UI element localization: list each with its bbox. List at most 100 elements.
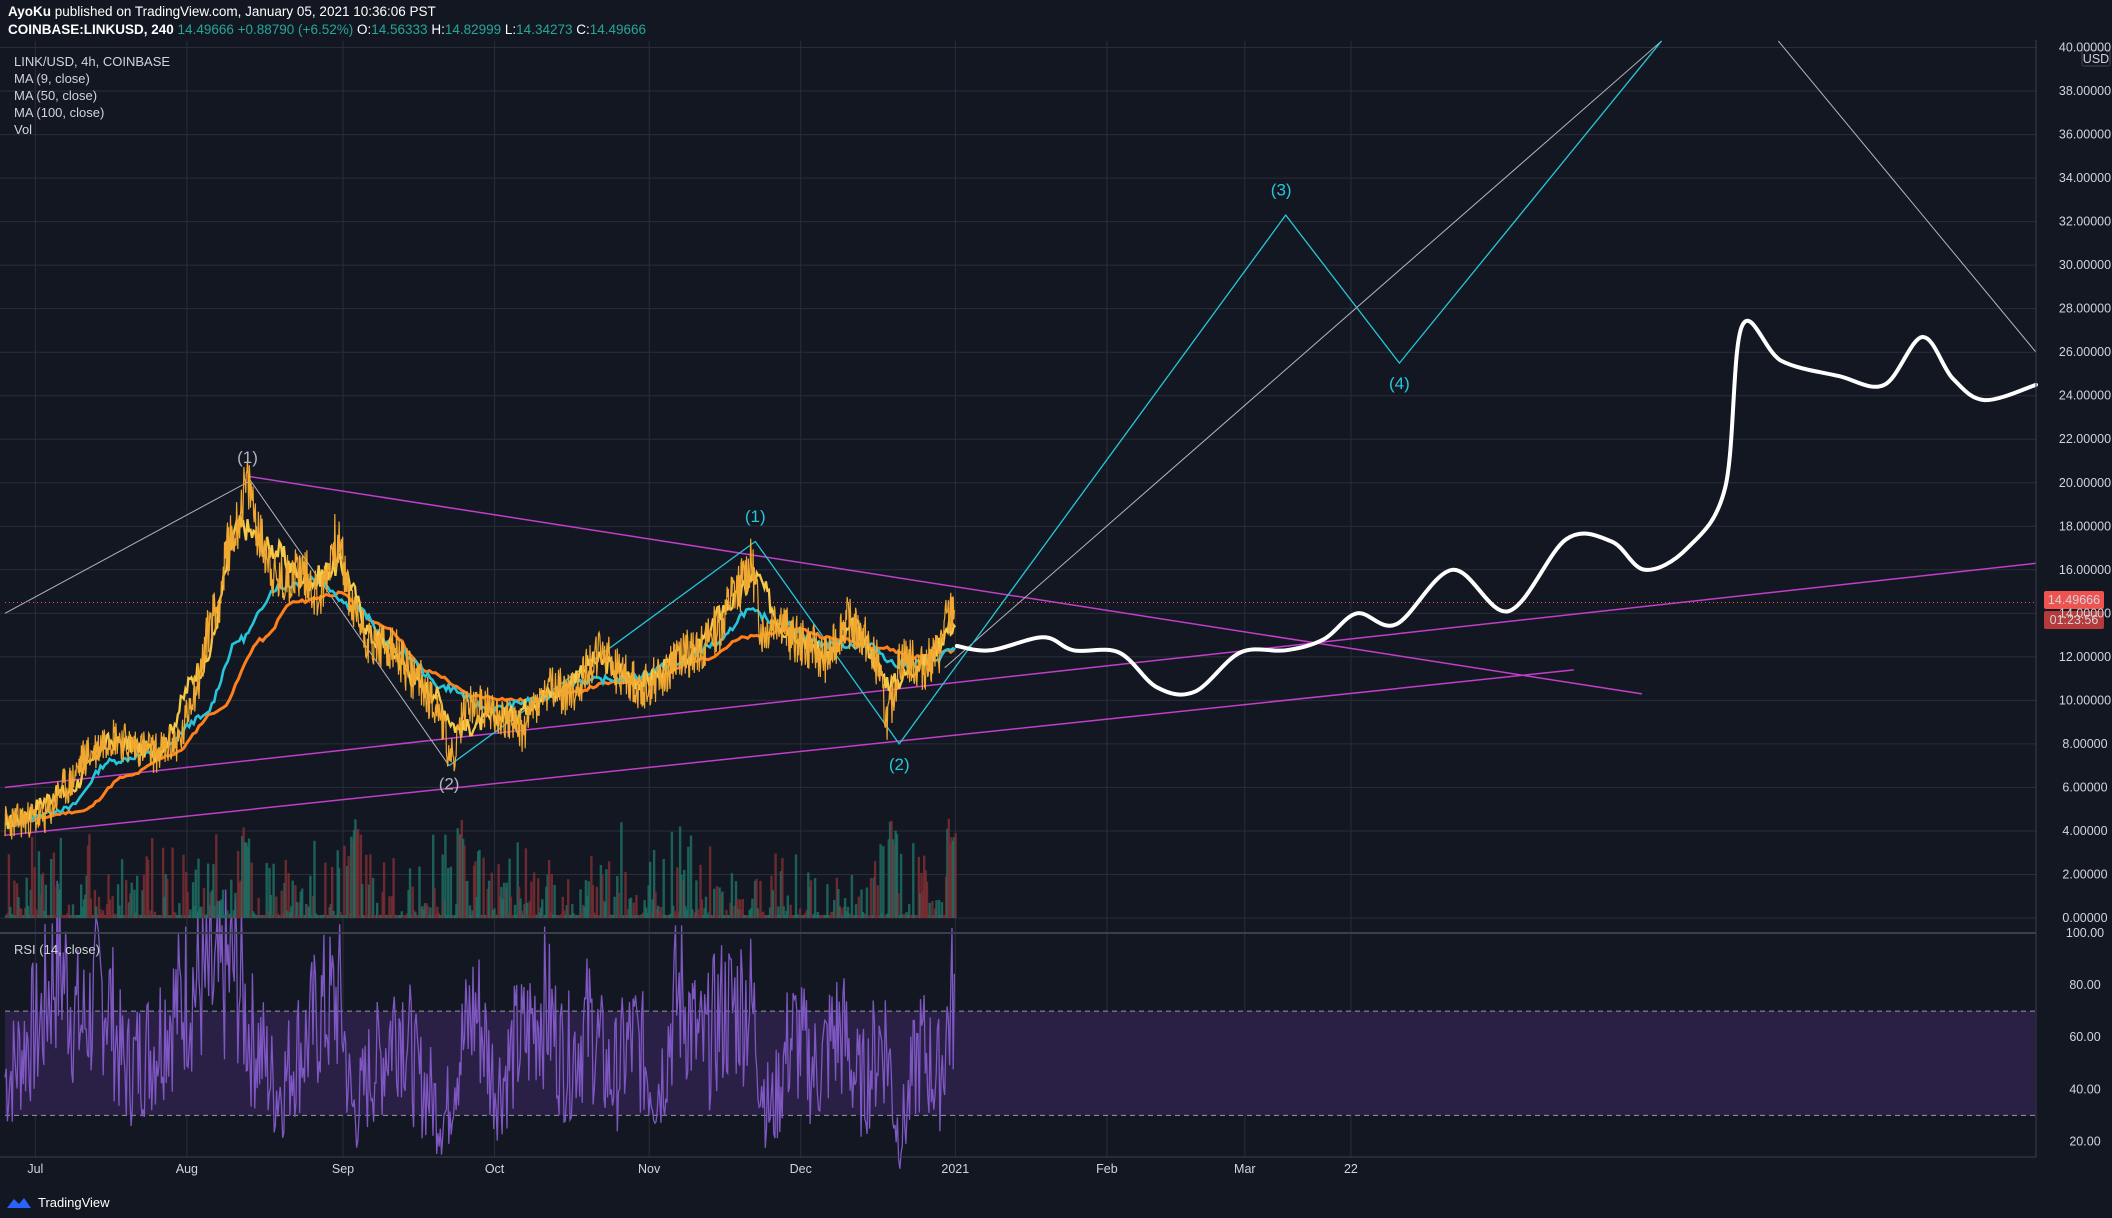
volume-bar [295, 901, 298, 918]
volume-bar [205, 915, 208, 918]
volume-bar [224, 915, 227, 918]
volume-bar [860, 889, 863, 918]
volume-bar [728, 915, 731, 918]
volume-bar [217, 915, 221, 918]
volume-bar [764, 915, 768, 918]
volume-bar [220, 899, 223, 918]
volume-bar [196, 915, 199, 918]
volume-bar [311, 896, 315, 918]
price-tick-label: 26.00000 [2059, 345, 2111, 359]
author-name[interactable]: AyoKu [8, 4, 51, 19]
volume-bar [845, 911, 848, 918]
volume-bar [788, 915, 791, 918]
volume-bar [449, 866, 453, 918]
volume-bar [511, 915, 514, 918]
volume-bar [54, 915, 57, 918]
volume-bar [929, 915, 933, 918]
volume-bar [156, 915, 159, 918]
volume-bar [66, 913, 69, 918]
legend-ma50[interactable]: MA (50, close) [14, 88, 98, 103]
volume-bar [828, 915, 832, 918]
price-tick-label: 34.00000 [2059, 171, 2111, 185]
volume-bar [803, 915, 806, 918]
grid [0, 41, 2036, 1157]
volume-bar [322, 915, 326, 918]
legend-title[interactable]: LINK/USD, 4h, COINBASE [14, 54, 171, 69]
volume-bar [925, 881, 929, 918]
volume-bar [887, 839, 890, 918]
volume-bar [853, 915, 856, 918]
volume-bar [875, 915, 878, 918]
volume-bar [730, 873, 734, 918]
volume-bar [56, 883, 60, 918]
volume-bar [258, 915, 262, 918]
volume-bar [729, 902, 732, 918]
volume-bar [878, 915, 881, 918]
volume-bar [399, 915, 402, 918]
volume-bar [28, 915, 31, 918]
volume-bar [355, 829, 358, 918]
volume-bar [478, 850, 481, 918]
volume-bar [279, 915, 282, 918]
volume-bar [200, 906, 203, 918]
volume-bar [81, 906, 84, 918]
volume-bar [507, 913, 510, 918]
volume-bar [517, 886, 521, 918]
volume-bar [89, 898, 92, 918]
volume-bar [801, 915, 804, 918]
legend-ma9[interactable]: MA (9, close) [14, 71, 90, 86]
volume-bar [103, 915, 106, 918]
volume-bar [707, 912, 710, 918]
legend-vol[interactable]: Vol [14, 122, 33, 137]
time-tick-label: Mar [1234, 1162, 1256, 1176]
volume-bar [317, 915, 320, 918]
volume-bar [831, 912, 834, 918]
volume-bar [590, 855, 593, 918]
volume-bar [126, 915, 129, 918]
volume-bar [541, 899, 544, 918]
volume-bar [350, 836, 353, 918]
volume-bar [189, 909, 192, 918]
volume-bar [651, 899, 654, 918]
volume-bar [37, 851, 41, 918]
volume-bar [276, 913, 279, 918]
price-tick-label: 12.00000 [2059, 650, 2111, 664]
volume-bar [931, 901, 934, 918]
volume-bar [741, 899, 744, 918]
volume-bar [879, 844, 882, 918]
symbol-label: COINBASE:LINKUSD, 240 [8, 22, 174, 37]
volume-bar [201, 915, 204, 918]
volume-bar [865, 887, 869, 918]
volume-bar [193, 905, 196, 918]
volume-bar [932, 915, 935, 918]
volume-bar [755, 879, 758, 918]
volume-bar [170, 915, 173, 918]
legend-ma100[interactable]: MA (100, close) [14, 105, 105, 120]
gray-wave-line [1777, 40, 2037, 353]
volume-bar [470, 915, 473, 918]
volume-bar [796, 914, 799, 918]
volume-bar [692, 915, 695, 918]
volume-bar [130, 882, 133, 918]
volume-bar [903, 915, 907, 918]
volume-bar [606, 915, 609, 918]
volume-bar [404, 915, 408, 918]
volume-bar [800, 915, 803, 918]
volume-bar [388, 896, 391, 918]
volume-bar [928, 902, 931, 918]
volume-bar [71, 904, 75, 918]
footer-brand[interactable]: TradingView [6, 1195, 110, 1210]
volume-bar [501, 898, 504, 918]
volume-bar [447, 868, 450, 918]
volume-bar [451, 915, 454, 918]
volume-bar [713, 888, 716, 918]
volume-bar [197, 858, 200, 918]
volume-bar [39, 894, 42, 918]
volume-bar [299, 891, 302, 918]
volume-bar [378, 915, 382, 918]
volume-bar [26, 905, 30, 918]
volume-bar [496, 915, 499, 918]
rsi-legend[interactable]: RSI (14, close) [14, 942, 100, 957]
volume-bar [376, 902, 379, 918]
